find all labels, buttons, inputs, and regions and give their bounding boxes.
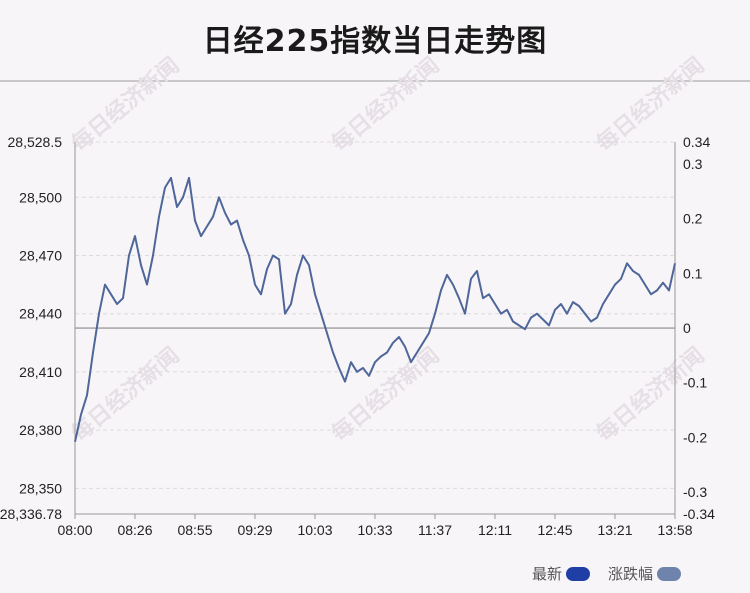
legend-change[interactable]: 涨跌幅	[608, 563, 682, 584]
watermark-4: 每日经济新闻	[327, 342, 445, 447]
series-line-0	[74, 176, 676, 443]
legend-latest-label: 最新	[532, 565, 563, 583]
x-tick-label: 13:21	[597, 522, 632, 538]
y-left-tick-label: 28,440	[19, 306, 62, 322]
y-left-tick-label: 28,470	[19, 248, 62, 264]
title-divider	[0, 80, 750, 82]
y-right-tick-label: -0.3	[683, 484, 707, 500]
y-right-tick-label: -0.34	[683, 506, 715, 522]
y-left-tick-label: 28,336.78	[0, 506, 62, 522]
x-tick-label: 08:26	[117, 522, 152, 538]
x-tick-label: 13:58	[657, 522, 692, 538]
y-right-tick-label: 0.34	[683, 134, 710, 150]
chart-title: 日经225指数当日走势图	[202, 24, 548, 59]
x-tick-label: 09:29	[237, 522, 272, 538]
x-tick-label: 08:00	[57, 522, 92, 538]
legend-change-label: 涨跌幅	[608, 565, 654, 583]
y-right-tick-label: -0.2	[683, 429, 707, 445]
x-tick-label: 10:33	[357, 522, 392, 538]
legend-change-swatch	[657, 566, 682, 581]
y-left-tick-label: 28,410	[19, 364, 62, 380]
x-tick-label: 11:37	[418, 522, 452, 538]
watermark-3: 每日经济新闻	[67, 342, 185, 447]
y-left-tick-label: 28,350	[19, 480, 62, 496]
watermark-1: 每日经济新闻	[327, 52, 445, 157]
x-tick-label: 10:03	[297, 522, 332, 538]
y-right-tick-label: 0.2	[683, 211, 703, 227]
x-tick-label: 08:55	[177, 522, 212, 538]
y-left-tick-label: 28,528.5	[8, 134, 63, 150]
y-right-tick-label: 0.3	[683, 156, 703, 172]
legend-latest[interactable]: 最新	[532, 563, 591, 584]
x-tick-label: 12:11	[478, 522, 512, 538]
watermark-0: 每日经济新闻	[67, 52, 185, 157]
legend-latest-swatch	[566, 566, 591, 581]
y-right-tick-label: 0	[683, 320, 691, 336]
y-right-tick-label: -0.1	[683, 375, 707, 391]
y-left-tick-label: 28,380	[19, 422, 62, 438]
y-right-tick-label: 0.1	[683, 265, 703, 281]
y-left-tick-label: 28,500	[19, 189, 62, 205]
x-tick-label: 12:45	[537, 522, 572, 538]
